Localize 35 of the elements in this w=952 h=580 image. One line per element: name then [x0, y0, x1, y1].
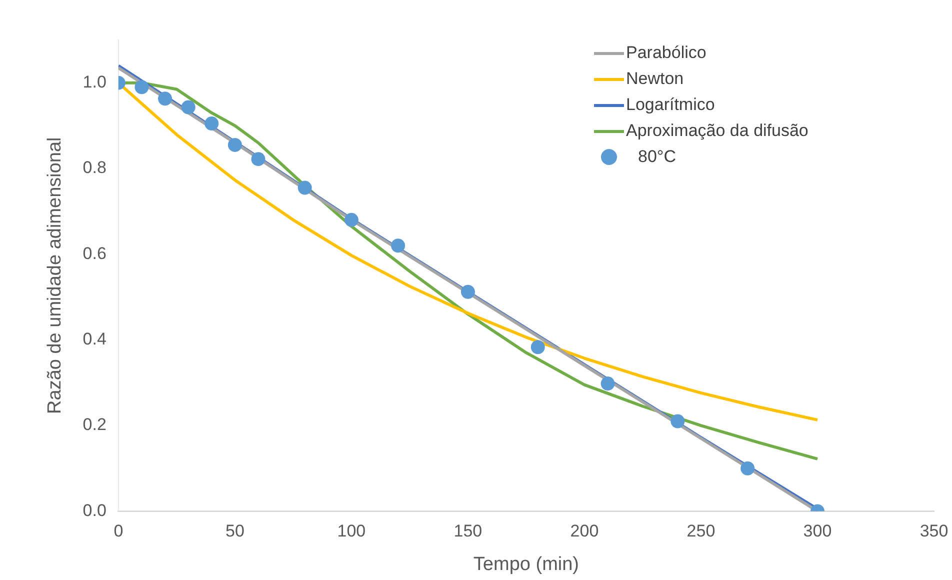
point: [391, 238, 406, 253]
y-tick-label: 0.4: [82, 330, 106, 349]
y-tick-label: 0.0: [82, 500, 106, 520]
y-tick-label: 0.2: [82, 415, 106, 434]
point: [740, 461, 755, 476]
x-tick-label: 250: [686, 521, 716, 540]
point: [181, 100, 196, 114]
legend-label: Logarítmico: [626, 94, 715, 116]
legend-label: Aproximação da difusão: [626, 120, 808, 142]
x-tick-label: 350: [920, 521, 948, 540]
x-tick-label: 300: [803, 521, 832, 540]
legend-label: Parabólico: [626, 42, 706, 64]
point: [134, 80, 149, 94]
x-axis-title: Tempo (min): [473, 554, 580, 575]
point: [228, 138, 242, 152]
point: [251, 152, 266, 166]
legend-label: Newton: [626, 68, 684, 90]
x-tick-label: 0: [114, 521, 124, 540]
point: [460, 284, 475, 299]
x-tick-label: 150: [454, 521, 482, 540]
y-axis-title: Razão de umidade adimensional: [44, 137, 66, 414]
point: [298, 180, 312, 195]
x-tick-label: 200: [570, 521, 599, 540]
point: [204, 116, 219, 131]
point: [670, 414, 685, 428]
y-tick-label: 1.0: [82, 72, 106, 92]
y-tick-label: 0.8: [82, 158, 106, 178]
point: [600, 376, 615, 391]
x-tick-label: 100: [337, 521, 366, 540]
x-tick-label: 50: [225, 521, 244, 540]
point: [158, 92, 172, 106]
legend-label: 80°C: [638, 146, 676, 168]
point: [530, 340, 545, 354]
point: [344, 212, 358, 227]
y-tick-label: 0.6: [82, 244, 106, 263]
